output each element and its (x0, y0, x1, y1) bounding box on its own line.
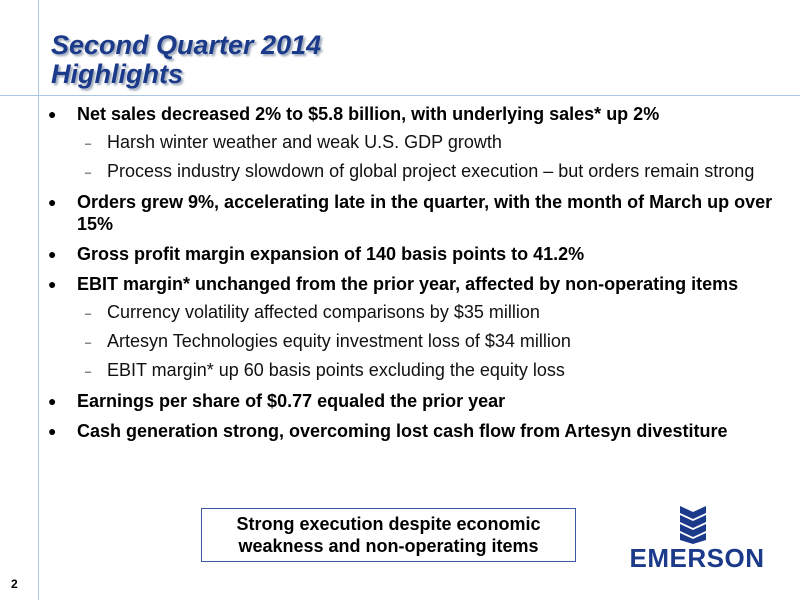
bullet-marker: ● (48, 393, 57, 409)
sub-bullet-list: – Currency volatility affected compariso… (77, 301, 779, 382)
sub-bullet-marker: – (85, 138, 92, 150)
sub-bullet-item: – Currency volatility affected compariso… (77, 301, 779, 324)
callout-box: Strong execution despite economic weakne… (201, 508, 576, 562)
sub-bullet-item: – Artesyn Technologies equity investment… (77, 330, 779, 353)
bullet-text: Cash generation strong, overcoming lost … (77, 421, 728, 441)
bullet-item: ● Cash generation strong, overcoming los… (44, 420, 779, 442)
bullet-marker: ● (48, 194, 57, 210)
sub-bullet-text: Artesyn Technologies equity investment l… (107, 331, 571, 351)
emerson-logo-text: EMERSON (629, 543, 765, 573)
vertical-divider (38, 0, 39, 600)
callout-line-2: weakness and non-operating items (238, 536, 539, 556)
bullet-item: ● Net sales decreased 2% to $5.8 billion… (44, 103, 779, 183)
bullet-list: ● Net sales decreased 2% to $5.8 billion… (44, 103, 779, 450)
sub-bullet-item: – Process industry slowdown of global pr… (77, 160, 779, 183)
sub-bullet-text: Harsh winter weather and weak U.S. GDP g… (107, 132, 502, 152)
bullet-text: EBIT margin* unchanged from the prior ye… (77, 274, 739, 294)
slide-title: Second Quarter 2014 Highlights (51, 31, 321, 89)
callout-line-1: Strong execution despite economic (236, 514, 541, 534)
horizontal-divider (0, 95, 800, 96)
sub-bullet-text: Process industry slowdown of global proj… (107, 161, 755, 181)
sub-bullet-marker: – (85, 308, 92, 320)
page-number: 2 (11, 577, 18, 591)
bullet-text: Net sales decreased 2% to $5.8 billion, … (77, 104, 660, 124)
bullet-marker: ● (48, 106, 57, 122)
sub-bullet-item: – Harsh winter weather and weak U.S. GDP… (77, 131, 779, 154)
bullet-text: Orders grew 9%, accelerating late in the… (77, 192, 773, 234)
bullet-marker: ● (48, 246, 57, 262)
sub-bullet-item: – EBIT margin* up 60 basis points exclud… (77, 359, 779, 382)
bullet-item: ● Gross profit margin expansion of 140 b… (44, 243, 779, 265)
bullet-item: ● Orders grew 9%, accelerating late in t… (44, 191, 779, 235)
bullet-marker: ● (48, 276, 57, 292)
bullet-item: ● Earnings per share of $0.77 equaled th… (44, 390, 779, 412)
emerson-logo-icon (680, 506, 706, 544)
sub-bullet-marker: – (85, 366, 92, 378)
sub-bullet-list: – Harsh winter weather and weak U.S. GDP… (77, 131, 779, 183)
sub-bullet-marker: – (85, 337, 92, 349)
sub-bullet-text: EBIT margin* up 60 basis points excludin… (107, 360, 565, 380)
emerson-logo: EMERSON (622, 506, 772, 576)
bullet-text: Earnings per share of $0.77 equaled the … (77, 391, 506, 411)
sub-bullet-marker: – (85, 167, 92, 179)
sub-bullet-text: Currency volatility affected comparisons… (107, 302, 540, 322)
slide-title-line-2: Highlights (51, 59, 183, 89)
slide-title-line-1: Second Quarter 2014 (51, 30, 322, 60)
bullet-marker: ● (48, 423, 57, 439)
bullet-item: ● EBIT margin* unchanged from the prior … (44, 273, 779, 382)
bullet-text: Gross profit margin expansion of 140 bas… (77, 244, 585, 264)
